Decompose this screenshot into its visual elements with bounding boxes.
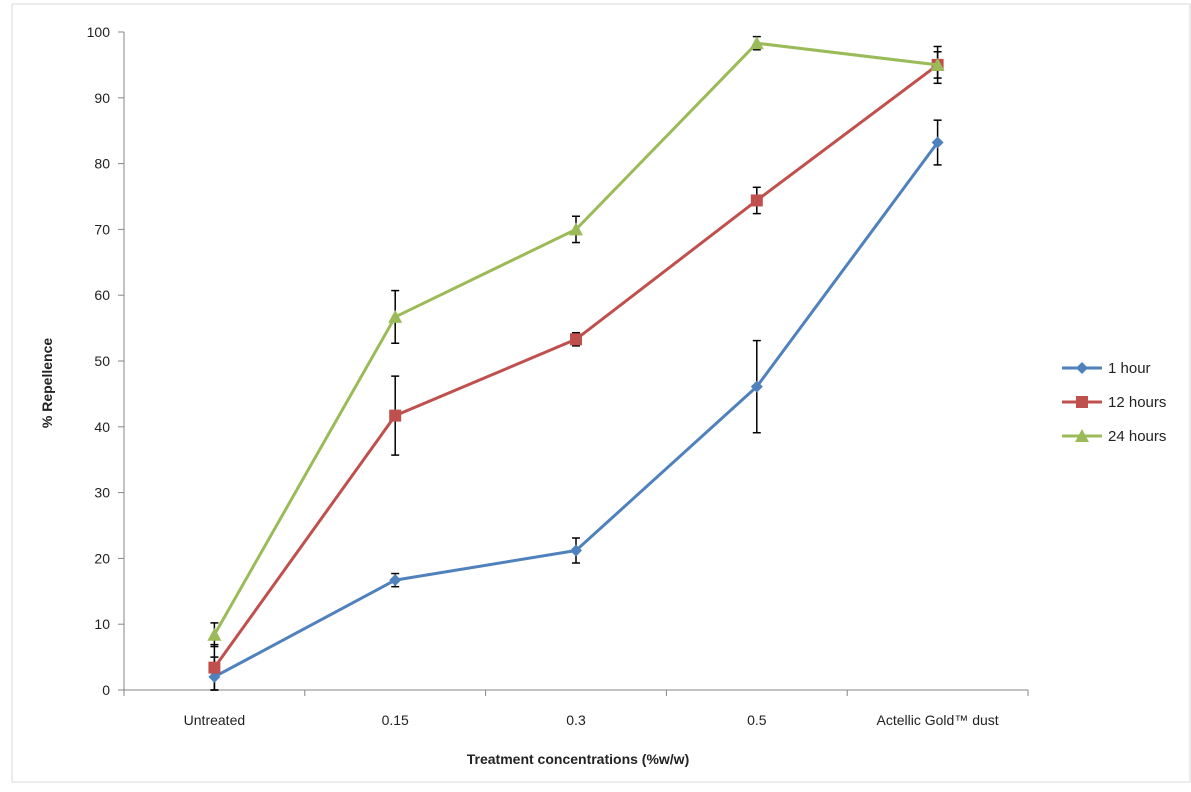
legend-marker bbox=[1075, 429, 1089, 442]
x-tick-label: Actellic Gold™ dust bbox=[877, 712, 999, 728]
legend-label: 12 hours bbox=[1108, 394, 1166, 411]
data-point-24-hours bbox=[930, 57, 945, 71]
data-point-12-hours bbox=[208, 661, 221, 674]
x-axis-title: Treatment concentrations (%w/w) bbox=[467, 751, 689, 767]
data-point-24-hours bbox=[749, 36, 764, 50]
y-tick-label: 100 bbox=[87, 24, 111, 40]
legend-label: 1 hour bbox=[1108, 360, 1151, 377]
series-lines bbox=[207, 36, 945, 683]
data-point-1-hour bbox=[208, 670, 221, 683]
chart-border bbox=[11, 3, 1191, 783]
data-point-24-hours bbox=[388, 309, 403, 323]
data-point-24-hours bbox=[207, 627, 222, 641]
y-tick-label: 90 bbox=[94, 90, 110, 106]
y-tick-label: 70 bbox=[94, 221, 110, 237]
y-axis-title: % Repellence bbox=[39, 338, 55, 428]
y-tick-label: 30 bbox=[94, 485, 110, 501]
y-tick-label: 20 bbox=[94, 550, 110, 566]
legend: 1 hour 12 hours 24 hours bbox=[1062, 360, 1166, 445]
y-tick-label: 0 bbox=[102, 682, 110, 698]
data-point-1-hour bbox=[389, 574, 402, 587]
y-tick-label: 10 bbox=[94, 616, 110, 632]
data-point-1-hour bbox=[931, 136, 944, 149]
x-tick-label: 0.5 bbox=[747, 712, 767, 728]
data-point-1-hour bbox=[570, 544, 582, 557]
legend-marker bbox=[1076, 362, 1088, 374]
x-tick-label: 0.15 bbox=[382, 712, 409, 728]
data-point-12-hours bbox=[570, 333, 582, 346]
y-tick-label: 50 bbox=[94, 353, 110, 369]
y-tick-label: 60 bbox=[94, 287, 110, 303]
data-point-12-hours bbox=[389, 409, 402, 422]
axes: 0 10 20 30 40 50 60 70 80 90 100 Untreated 0.15 0.3 0.… bbox=[87, 24, 1029, 728]
x-tick-label: 0.3 bbox=[566, 712, 586, 728]
data-point-24-hours bbox=[569, 222, 583, 236]
data-point-12-hours bbox=[750, 194, 763, 207]
data-point-1-hour bbox=[750, 380, 763, 393]
y-tick-label: 40 bbox=[94, 419, 110, 435]
legend-marker bbox=[1076, 396, 1088, 408]
x-tick-label: Untreated bbox=[184, 712, 245, 728]
y-tick-label: 80 bbox=[94, 156, 110, 172]
legend-label: 24 hours bbox=[1108, 428, 1166, 445]
